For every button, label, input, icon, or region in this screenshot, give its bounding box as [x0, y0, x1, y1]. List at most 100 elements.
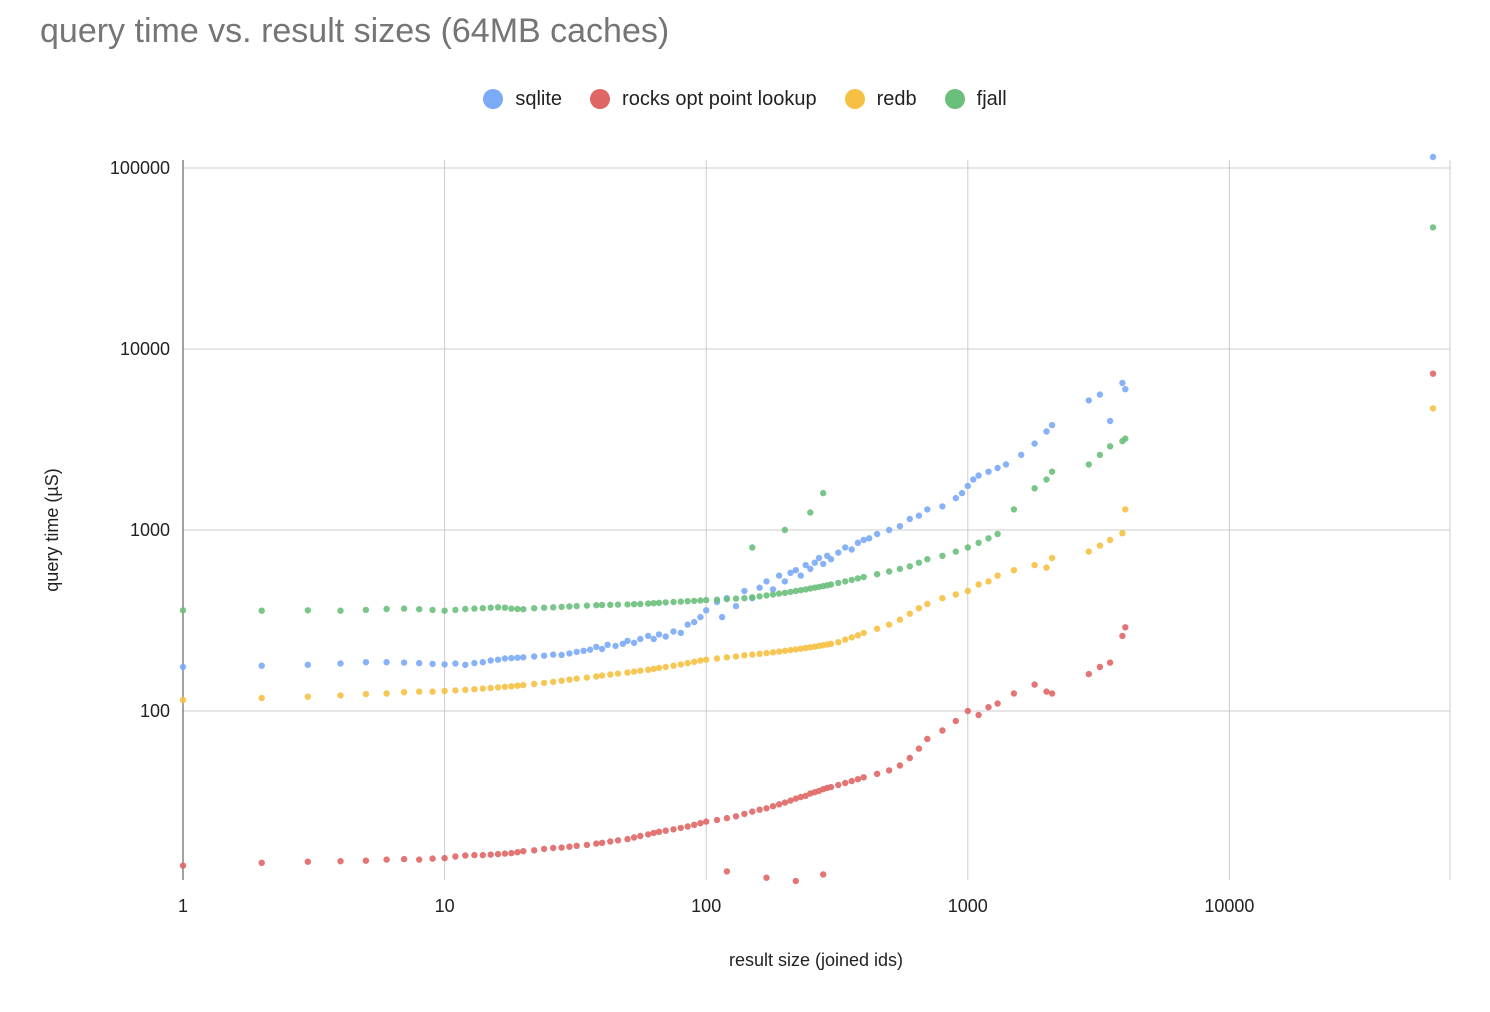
data-point: [362, 659, 370, 666]
data-point: [1018, 451, 1025, 459]
data-point: [462, 686, 469, 693]
data-point: [827, 783, 835, 791]
data-point: [723, 814, 731, 822]
data-point: [612, 642, 619, 650]
x-tick-label: 10000: [1204, 896, 1254, 916]
data-point: [885, 526, 893, 534]
data-point: [400, 855, 408, 863]
data-point: [1031, 681, 1038, 688]
data-point: [514, 605, 521, 613]
data-point: [637, 832, 644, 840]
data-point: [827, 581, 835, 588]
data-point: [362, 857, 370, 864]
data-point: [429, 855, 436, 862]
data-point: [820, 489, 827, 497]
data-point: [501, 683, 509, 690]
data-point: [1043, 476, 1050, 483]
data-point: [924, 735, 931, 743]
data-point: [494, 684, 502, 691]
data-point: [1085, 397, 1093, 404]
data-point: [1002, 461, 1010, 468]
data-point: [775, 801, 783, 808]
data-point: [792, 646, 799, 653]
data-point: [583, 602, 591, 609]
data-point: [924, 556, 931, 563]
data-point: [1043, 564, 1050, 571]
data-point: [741, 587, 748, 595]
data-point: [540, 604, 548, 611]
data-point: [769, 591, 777, 598]
data-point: [1119, 379, 1126, 387]
data-point: [860, 774, 867, 781]
data-point: [842, 544, 849, 551]
data-point: [775, 590, 783, 597]
data-point: [835, 549, 842, 556]
data-point: [520, 654, 527, 661]
data-point: [179, 862, 187, 869]
data-point: [179, 663, 187, 671]
data-point: [775, 648, 783, 655]
data-point: [400, 659, 408, 666]
legend-item[interactable]: fjall: [944, 88, 1007, 111]
data-point: [741, 595, 748, 602]
data-point: [697, 657, 704, 664]
data-point: [763, 874, 770, 881]
legend-label: sqlite: [515, 87, 563, 110]
data-point: [573, 842, 580, 849]
data-point: [802, 561, 809, 569]
legend-item[interactable]: rocks opt point lookup: [590, 88, 817, 111]
data-point: [487, 657, 494, 664]
data-point: [1010, 506, 1018, 513]
data-point: [915, 559, 923, 566]
data-point: [906, 610, 913, 617]
data-point: [792, 877, 799, 885]
data-point: [848, 777, 855, 785]
legend-item[interactable]: sqlite: [483, 88, 562, 111]
data-point: [1429, 405, 1437, 412]
data-point: [854, 632, 862, 639]
data-point: [775, 572, 783, 579]
data-point: [1106, 443, 1114, 450]
data-point: [1048, 554, 1056, 562]
data-point: [975, 711, 982, 719]
data-point: [763, 592, 770, 599]
legend-item[interactable]: redb: [844, 88, 917, 111]
data-point: [763, 805, 770, 812]
data-point: [697, 820, 704, 827]
data-point: [842, 779, 849, 787]
data-point: [452, 853, 459, 860]
data-point: [691, 618, 698, 626]
legend: sqlite rocks opt point lookup redb fjall: [0, 84, 1490, 114]
data-point: [1096, 542, 1104, 549]
data-point: [670, 826, 677, 833]
data-point: [508, 849, 515, 857]
x-tick-label: 10: [435, 896, 455, 916]
data-point: [514, 682, 521, 689]
data-point: [749, 651, 756, 658]
data-point: [337, 607, 344, 614]
data-point: [964, 587, 971, 595]
data-point: [645, 632, 652, 640]
data-point: [939, 552, 946, 559]
legend-swatch: [483, 89, 504, 109]
data-point: [630, 601, 638, 608]
data-point: [494, 604, 502, 611]
data-point: [508, 605, 515, 612]
data-point: [650, 829, 657, 837]
x-axis-title: result size (joined ids): [729, 950, 903, 970]
data-point: [787, 646, 794, 654]
data-point: [598, 672, 606, 679]
data-point: [550, 844, 557, 852]
data-point: [429, 660, 436, 668]
data-point: [566, 603, 573, 610]
data-point: [848, 634, 855, 641]
data-point: [650, 600, 657, 607]
data-point: [896, 762, 904, 769]
data-point: [645, 831, 652, 838]
data-point: [827, 640, 835, 647]
data-point: [662, 827, 669, 834]
data-point: [655, 664, 663, 672]
data-point: [531, 605, 538, 612]
data-point: [650, 665, 657, 672]
chart-title: query time vs. result sizes (64MB caches…: [40, 12, 670, 50]
